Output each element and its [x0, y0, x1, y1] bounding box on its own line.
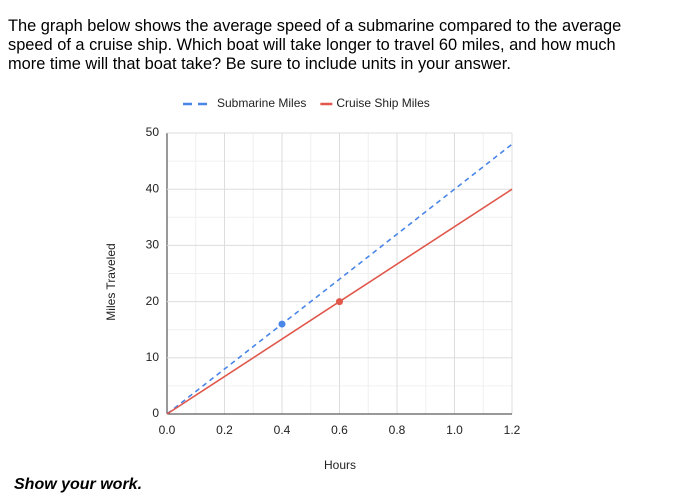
point: [278, 320, 286, 328]
x-tick-label: 0.2: [216, 423, 233, 437]
legend-label: Submarine Miles: [217, 96, 306, 110]
x-axis-title: Hours: [324, 458, 356, 472]
question: The graph below shows the average speed …: [8, 17, 622, 73]
y-tick-label: 40: [146, 181, 160, 195]
x-tick-label: 0.0: [159, 423, 176, 437]
footer: Show your work.: [14, 476, 143, 493]
x-tick-label: 1.2: [504, 423, 521, 437]
y-tick-label: 20: [146, 294, 160, 308]
point: [336, 298, 343, 306]
x-tick-label: 1.0: [446, 423, 463, 437]
x-tick-label: 0.8: [389, 423, 406, 437]
y-tick-label: 50: [146, 125, 160, 139]
y-tick-label: 30: [146, 238, 160, 252]
x-tick-label: 0.4: [274, 423, 291, 437]
y-axis-title: Miles Traveled: [104, 243, 118, 320]
y-tick-label: 0: [152, 406, 159, 420]
legend-label: Cruise Ship Miles: [336, 96, 429, 110]
y-tick-label: 10: [146, 350, 160, 364]
x-tick-label: 0.6: [331, 423, 348, 437]
